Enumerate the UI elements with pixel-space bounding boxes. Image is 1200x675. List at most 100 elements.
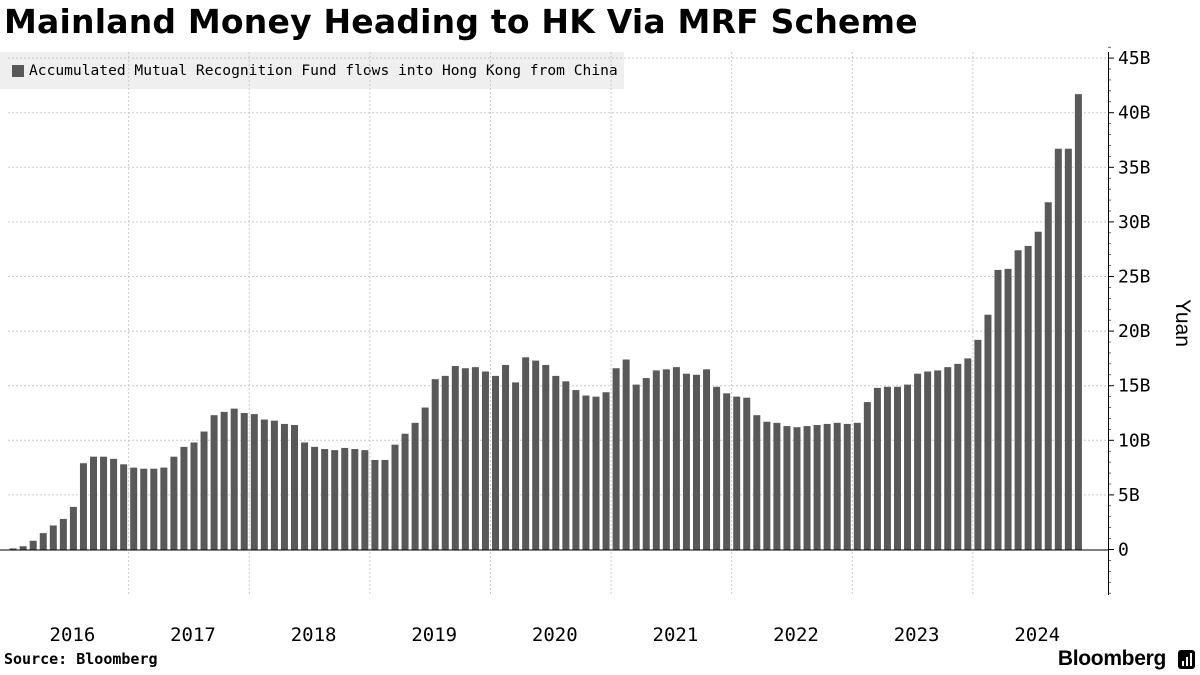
bar bbox=[190, 442, 198, 550]
y-tick-label: 0 bbox=[1118, 540, 1129, 561]
bar bbox=[90, 456, 97, 550]
legend-swatch bbox=[12, 64, 24, 77]
y-tick-label: 45B bbox=[1118, 48, 1151, 69]
bar bbox=[270, 420, 278, 550]
bar bbox=[180, 446, 188, 550]
bar bbox=[1034, 231, 1042, 550]
bar bbox=[1074, 94, 1082, 550]
bar bbox=[502, 364, 510, 550]
bar bbox=[492, 375, 499, 550]
bar bbox=[853, 422, 861, 550]
bar bbox=[461, 368, 469, 550]
bar bbox=[833, 422, 841, 550]
bar bbox=[954, 363, 962, 550]
bar bbox=[230, 408, 238, 550]
bar bbox=[1004, 268, 1012, 550]
bar bbox=[773, 422, 781, 550]
bar bbox=[672, 367, 680, 550]
bar bbox=[280, 423, 288, 550]
bar bbox=[291, 425, 298, 550]
bar bbox=[713, 386, 721, 550]
bar bbox=[1064, 148, 1072, 550]
bar bbox=[311, 446, 319, 550]
y-axis-label: Yuan bbox=[1171, 299, 1194, 347]
bar bbox=[411, 422, 419, 550]
bar bbox=[904, 384, 912, 550]
bar bbox=[240, 413, 248, 550]
bar bbox=[763, 421, 771, 550]
bar bbox=[39, 533, 47, 550]
bar bbox=[662, 369, 670, 550]
bar bbox=[79, 463, 87, 550]
bar bbox=[381, 459, 389, 550]
chart-title: Mainland Money Heading to HK Via MRF Sch… bbox=[4, 2, 918, 41]
bar bbox=[260, 419, 268, 550]
bar bbox=[522, 357, 530, 550]
bar bbox=[934, 370, 942, 550]
bar bbox=[120, 464, 128, 550]
bar bbox=[542, 364, 550, 550]
bar bbox=[783, 426, 791, 550]
bloomberg-terminal-icon bbox=[1178, 650, 1195, 669]
bar bbox=[210, 415, 218, 550]
bloomberg-logo: Bloomberg bbox=[1057, 647, 1166, 670]
bar bbox=[341, 447, 349, 550]
bar bbox=[220, 411, 228, 550]
bar bbox=[592, 396, 600, 550]
bar bbox=[753, 415, 761, 550]
bar bbox=[421, 407, 429, 550]
x-tick-label: 2020 bbox=[532, 624, 578, 646]
bar bbox=[371, 459, 379, 550]
bar bbox=[1014, 250, 1022, 550]
bar bbox=[431, 379, 439, 550]
bar bbox=[873, 387, 881, 550]
x-tick-label: 2017 bbox=[170, 624, 216, 646]
bar bbox=[552, 375, 560, 550]
bar bbox=[984, 314, 992, 550]
source-note: Source: Bloomberg bbox=[4, 650, 158, 668]
bar bbox=[823, 423, 831, 550]
x-tick-label: 2021 bbox=[653, 624, 699, 646]
bar bbox=[813, 425, 821, 550]
bar bbox=[582, 395, 590, 550]
bar bbox=[59, 518, 67, 550]
bar bbox=[331, 450, 339, 550]
x-tick-label: 2022 bbox=[773, 624, 819, 646]
bar bbox=[532, 360, 540, 550]
bar bbox=[351, 449, 359, 550]
bar bbox=[682, 373, 690, 550]
bar bbox=[391, 444, 399, 550]
bar bbox=[632, 384, 640, 550]
bar bbox=[130, 467, 138, 550]
bar bbox=[883, 386, 891, 550]
bar bbox=[481, 371, 489, 550]
x-tick-label: 2019 bbox=[411, 624, 457, 646]
bar bbox=[693, 374, 700, 550]
bar bbox=[743, 397, 751, 550]
bar bbox=[441, 375, 449, 550]
bar bbox=[642, 378, 650, 550]
x-tick-label: 2024 bbox=[1014, 624, 1060, 646]
bar bbox=[150, 468, 158, 550]
bar bbox=[170, 456, 178, 550]
bar bbox=[301, 442, 309, 550]
bar bbox=[1044, 202, 1052, 550]
bar bbox=[512, 382, 520, 550]
legend-label: Accumulated Mutual Recognition Fund flow… bbox=[29, 62, 618, 79]
bar bbox=[451, 366, 459, 550]
bar bbox=[572, 390, 580, 550]
bar bbox=[723, 393, 731, 550]
bar bbox=[994, 269, 1002, 550]
bar bbox=[964, 358, 972, 550]
x-tick-label: 2016 bbox=[50, 624, 96, 646]
y-tick-label: 10B bbox=[1118, 430, 1151, 451]
bar bbox=[894, 386, 901, 550]
bar bbox=[200, 431, 208, 550]
bar bbox=[140, 468, 148, 550]
y-tick-label: 35B bbox=[1118, 157, 1151, 178]
y-tick-label: 25B bbox=[1118, 267, 1151, 288]
bar bbox=[803, 426, 811, 550]
bar bbox=[471, 367, 479, 550]
y-tick-label: 20B bbox=[1118, 321, 1151, 342]
bar bbox=[622, 359, 630, 550]
